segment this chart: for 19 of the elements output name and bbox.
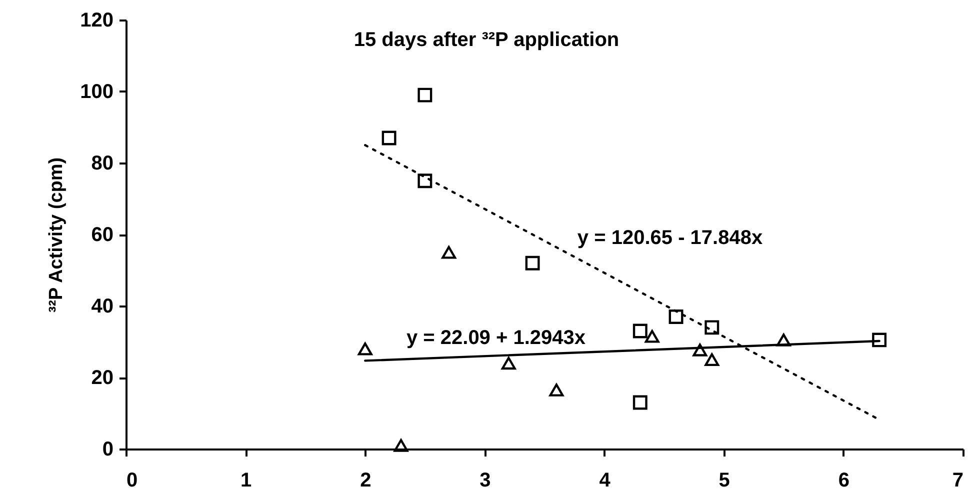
y-tick-label: 120 xyxy=(80,10,114,32)
y-tick-label: 40 xyxy=(91,296,114,318)
x-tick-label: 5 xyxy=(718,470,730,492)
y-tick-label: 100 xyxy=(80,81,114,103)
x-tick-label: 6 xyxy=(838,470,850,492)
y-tick-label: 60 xyxy=(91,224,114,246)
annotation: y = 22.09 + 1.2943x xyxy=(406,327,586,349)
y-tick-label: 0 xyxy=(102,438,114,460)
x-tick-label: 7 xyxy=(952,470,964,492)
x-tick-label: 0 xyxy=(126,470,138,492)
annotation: y = 120.65 - 17.848x xyxy=(577,227,763,249)
y-tick-label: 80 xyxy=(91,152,114,174)
x-tick-label: 1 xyxy=(240,470,252,492)
y-axis-title: ³²P Activity (cpm) xyxy=(46,157,68,313)
y-tick-label: 20 xyxy=(91,367,114,389)
x-tick-label: 2 xyxy=(360,470,372,492)
x-tick-label: 3 xyxy=(480,470,491,492)
chart-title: 15 days after ³²P application xyxy=(354,29,620,51)
x-tick-label: 4 xyxy=(599,470,612,492)
